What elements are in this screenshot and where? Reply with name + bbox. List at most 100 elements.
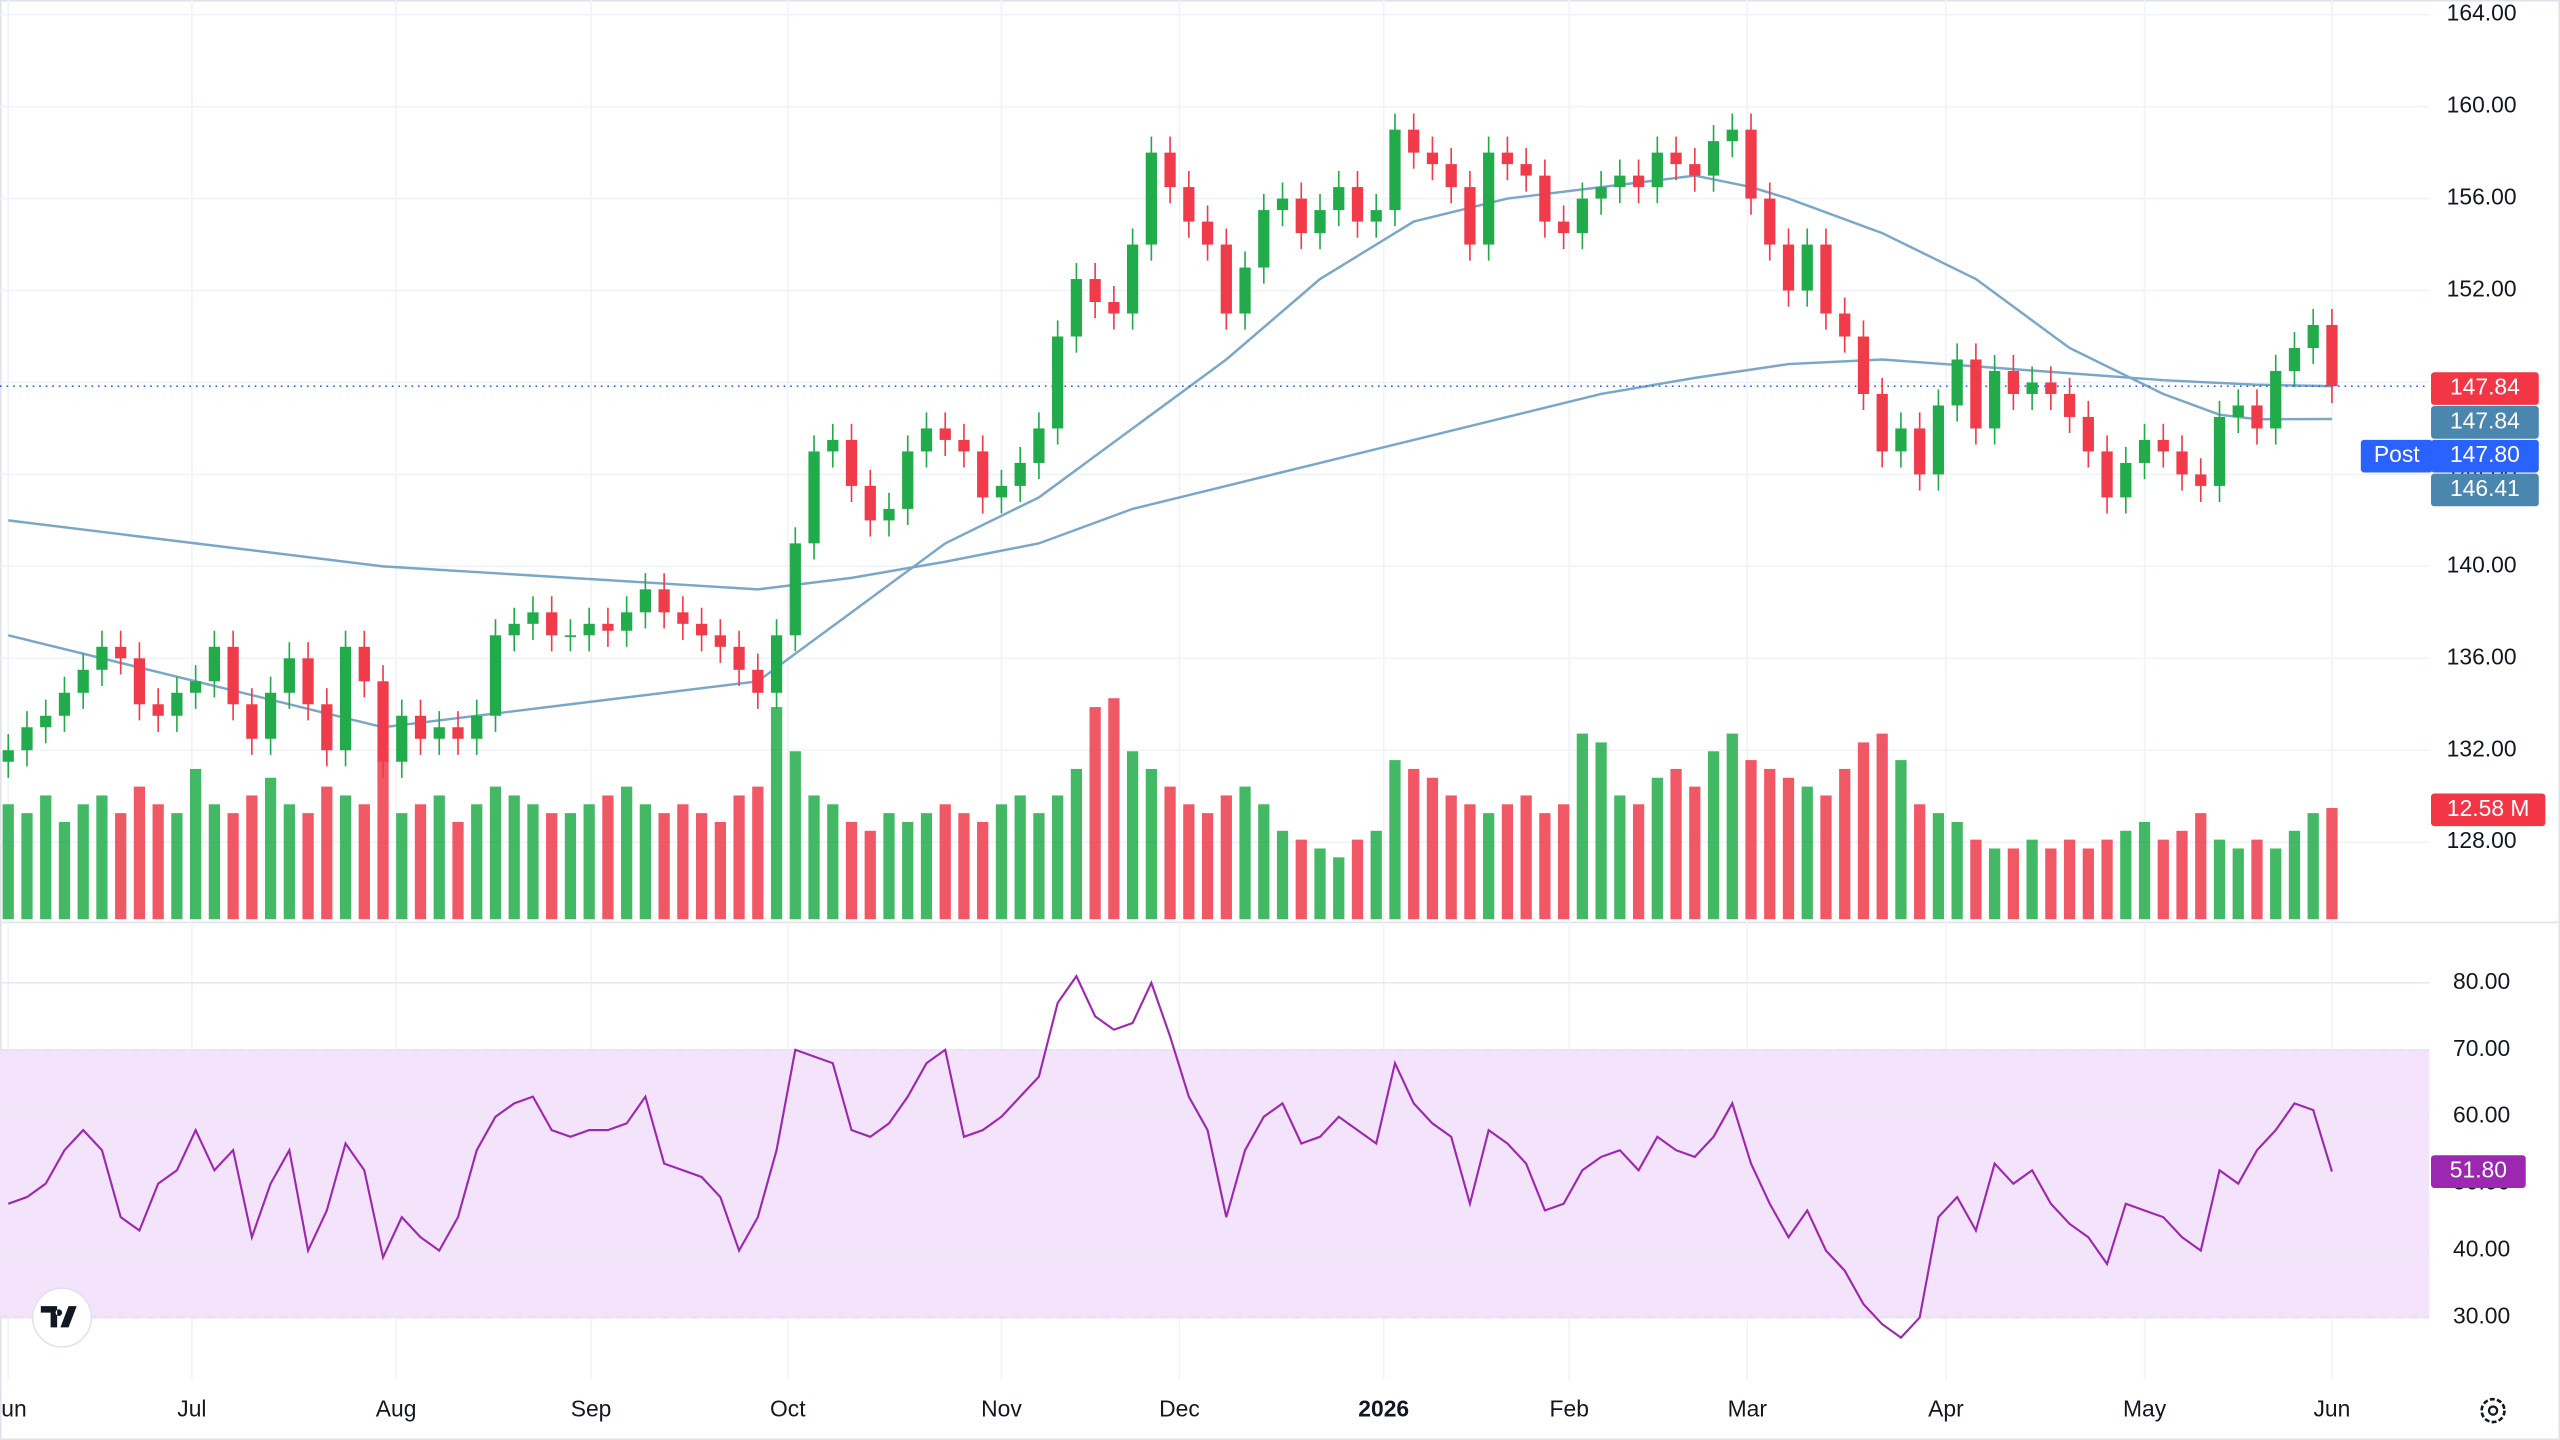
tv-logo[interactable] — [31, 1287, 93, 1348]
y-tick-label: 128.00 — [2447, 827, 2517, 853]
volume-bar — [527, 804, 539, 920]
volume-bar — [2138, 821, 2151, 920]
volume-bar — [1295, 839, 1307, 920]
settings-icon[interactable] — [2480, 1397, 2506, 1424]
price-label-box — [2431, 372, 2539, 405]
candle-body — [1145, 152, 1157, 245]
volume-bar — [808, 795, 820, 920]
volume-bar — [2, 804, 14, 920]
price-label-box — [2431, 439, 2539, 473]
candle-body — [695, 623, 708, 636]
candle-body — [1052, 336, 1064, 429]
candle-body — [58, 692, 71, 716]
volume-bar — [1895, 760, 1907, 920]
logo-circle[interactable] — [31, 1287, 93, 1348]
candle-body — [2101, 451, 2113, 498]
volume-bar — [1145, 768, 1157, 920]
candle-body — [1389, 129, 1401, 211]
candle-body — [358, 646, 370, 682]
x-tick-label: Sep — [571, 1396, 612, 1422]
volume-bar — [1276, 830, 1289, 920]
volume-bar — [77, 804, 89, 920]
candle-body — [1595, 187, 1607, 199]
volume-bar — [2270, 848, 2282, 920]
candle-body — [1408, 129, 1420, 153]
candle-body — [133, 658, 146, 705]
volume-bar — [171, 813, 183, 920]
candle-body — [414, 715, 427, 739]
volume-bar — [1689, 786, 1701, 920]
candle-body — [2120, 462, 2132, 498]
volume-bar — [1108, 698, 1120, 920]
volume-bar — [1614, 795, 1626, 920]
volume-bar — [1351, 839, 1364, 920]
candle-body — [564, 635, 577, 637]
candle-body — [2026, 382, 2038, 394]
candle-body — [1070, 279, 1083, 337]
candle-body — [1201, 221, 1214, 245]
x-tick-label: Apr — [1928, 1396, 1964, 1422]
candle-body — [1857, 336, 1870, 394]
volume-bar — [2307, 813, 2319, 920]
volume-bar — [658, 813, 670, 920]
candle-body — [2288, 347, 2301, 371]
candle-body — [1483, 152, 1495, 245]
candle-body — [1126, 244, 1139, 314]
candle-body — [1914, 428, 1926, 475]
candle-body — [1820, 244, 1832, 314]
candle-body — [752, 669, 764, 693]
volume-bar — [152, 804, 164, 920]
candle-body — [1501, 152, 1514, 165]
logo-glyph[interactable] — [40, 1306, 77, 1328]
candle-body — [1333, 187, 1345, 211]
candle-body — [1539, 175, 1551, 222]
volume-bar — [1164, 786, 1176, 920]
volume-bar — [452, 821, 464, 920]
candle-body — [920, 428, 933, 452]
x-tick-label: Oct — [770, 1396, 806, 1422]
candle-body — [789, 543, 801, 636]
candle-body — [489, 635, 502, 716]
volume-bar — [433, 795, 445, 920]
volume-bar — [414, 804, 427, 920]
volume-bar — [2063, 839, 2076, 920]
y-tick-label: 160.00 — [2447, 92, 2517, 118]
candle-body — [583, 623, 595, 636]
volume-bar — [1183, 804, 1195, 920]
candle-body — [2082, 416, 2094, 452]
candle-body — [1745, 129, 1757, 199]
candle-body — [1970, 359, 1982, 429]
candle-body — [733, 646, 745, 670]
candle-body — [152, 704, 164, 716]
volume-bar — [1370, 830, 1382, 920]
x-tick-label: 2026 — [1358, 1396, 1409, 1422]
candle-body — [264, 692, 277, 739]
volume-bar — [246, 795, 258, 920]
volume-bar — [190, 768, 202, 920]
volume-label-box — [2431, 793, 2546, 827]
volume-bar — [133, 786, 146, 920]
x-tick-label: Dec — [1159, 1396, 1200, 1422]
candle-body — [827, 439, 839, 452]
volume-bar — [1258, 804, 1270, 920]
volume-bar — [1089, 707, 1101, 920]
candle-body — [40, 715, 52, 728]
volume-bar — [995, 804, 1008, 920]
volume-bar — [2120, 830, 2132, 920]
volume-bar — [1951, 821, 1963, 920]
candle-body — [96, 646, 108, 670]
candle-body — [639, 589, 652, 613]
volume-bar — [1483, 813, 1495, 920]
candle-body — [508, 623, 520, 636]
gear[interactable] — [2480, 1397, 2506, 1424]
candle-body — [2307, 325, 2319, 348]
gear-hub[interactable] — [2487, 1405, 2499, 1416]
volume-bar — [264, 777, 277, 920]
volume-bar — [1201, 813, 1214, 920]
volume-bar — [1839, 768, 1851, 920]
volume-bar — [733, 795, 745, 920]
volume-bar — [1126, 751, 1139, 920]
moving-average — [7, 174, 2332, 729]
volume-bar — [2007, 848, 2019, 920]
